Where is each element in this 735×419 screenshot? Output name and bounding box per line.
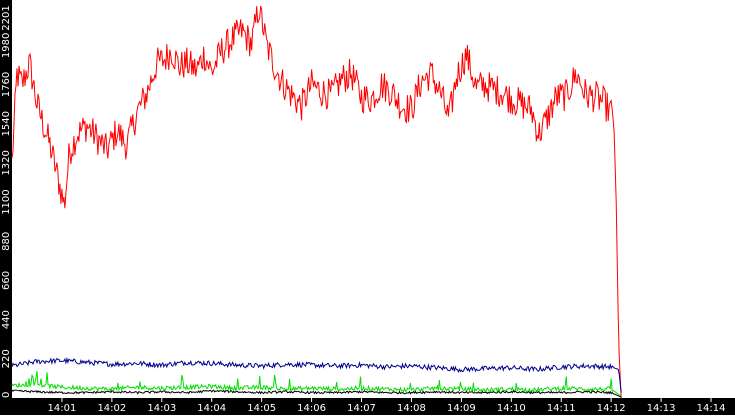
x-tick-label: 14:05 [247, 403, 276, 414]
y-tick-label: 2201 [1, 5, 12, 30]
x-tick-label: 14:07 [347, 403, 376, 414]
x-tick-label: 14:11 [547, 403, 576, 414]
y-tick-label: 1980 [1, 33, 12, 58]
x-tick-label: 14:13 [647, 403, 676, 414]
x-tick-label: 14:14 [697, 403, 726, 414]
y-tick-label: 220 [1, 349, 12, 368]
x-tick-label: 14:03 [147, 403, 176, 414]
x-axis-ticks: 14:01 14:02 14:03 14:04 14:05 14:06 14:07 14:08… [48, 398, 726, 414]
x-tick-label: 14:01 [48, 403, 77, 414]
series-line-4 [11, 389, 622, 398]
y-axis-ticks: 0 220 440 660 880 1100 1320 1540 1760 1980 2201 [1, 5, 12, 398]
x-tick-label: 14:06 [297, 403, 326, 414]
y-axis-band [0, 0, 12, 415]
x-tick-label: 14:08 [397, 403, 426, 414]
y-tick-label: 1320 [1, 150, 12, 175]
y-tick-label: 440 [1, 310, 12, 329]
x-tick-label: 14:10 [497, 403, 526, 414]
series-line-1 [11, 5, 622, 399]
y-tick-label: 660 [1, 271, 12, 290]
y-tick-label: 1760 [1, 72, 12, 97]
x-tick-label: 14:02 [97, 403, 126, 414]
series-layer [11, 5, 622, 399]
x-tick-label: 14:04 [197, 403, 226, 414]
series-line-2 [11, 356, 622, 393]
series-line-3 [11, 371, 622, 397]
y-tick-label: 1540 [1, 111, 12, 136]
x-axis-band [0, 398, 735, 415]
y-tick-label: 1100 [1, 189, 12, 214]
y-tick-label: 880 [1, 232, 12, 251]
x-tick-label: 14:09 [447, 403, 476, 414]
x-tick-label: 14:12 [597, 403, 626, 414]
y-tick-label: 0 [1, 392, 12, 398]
